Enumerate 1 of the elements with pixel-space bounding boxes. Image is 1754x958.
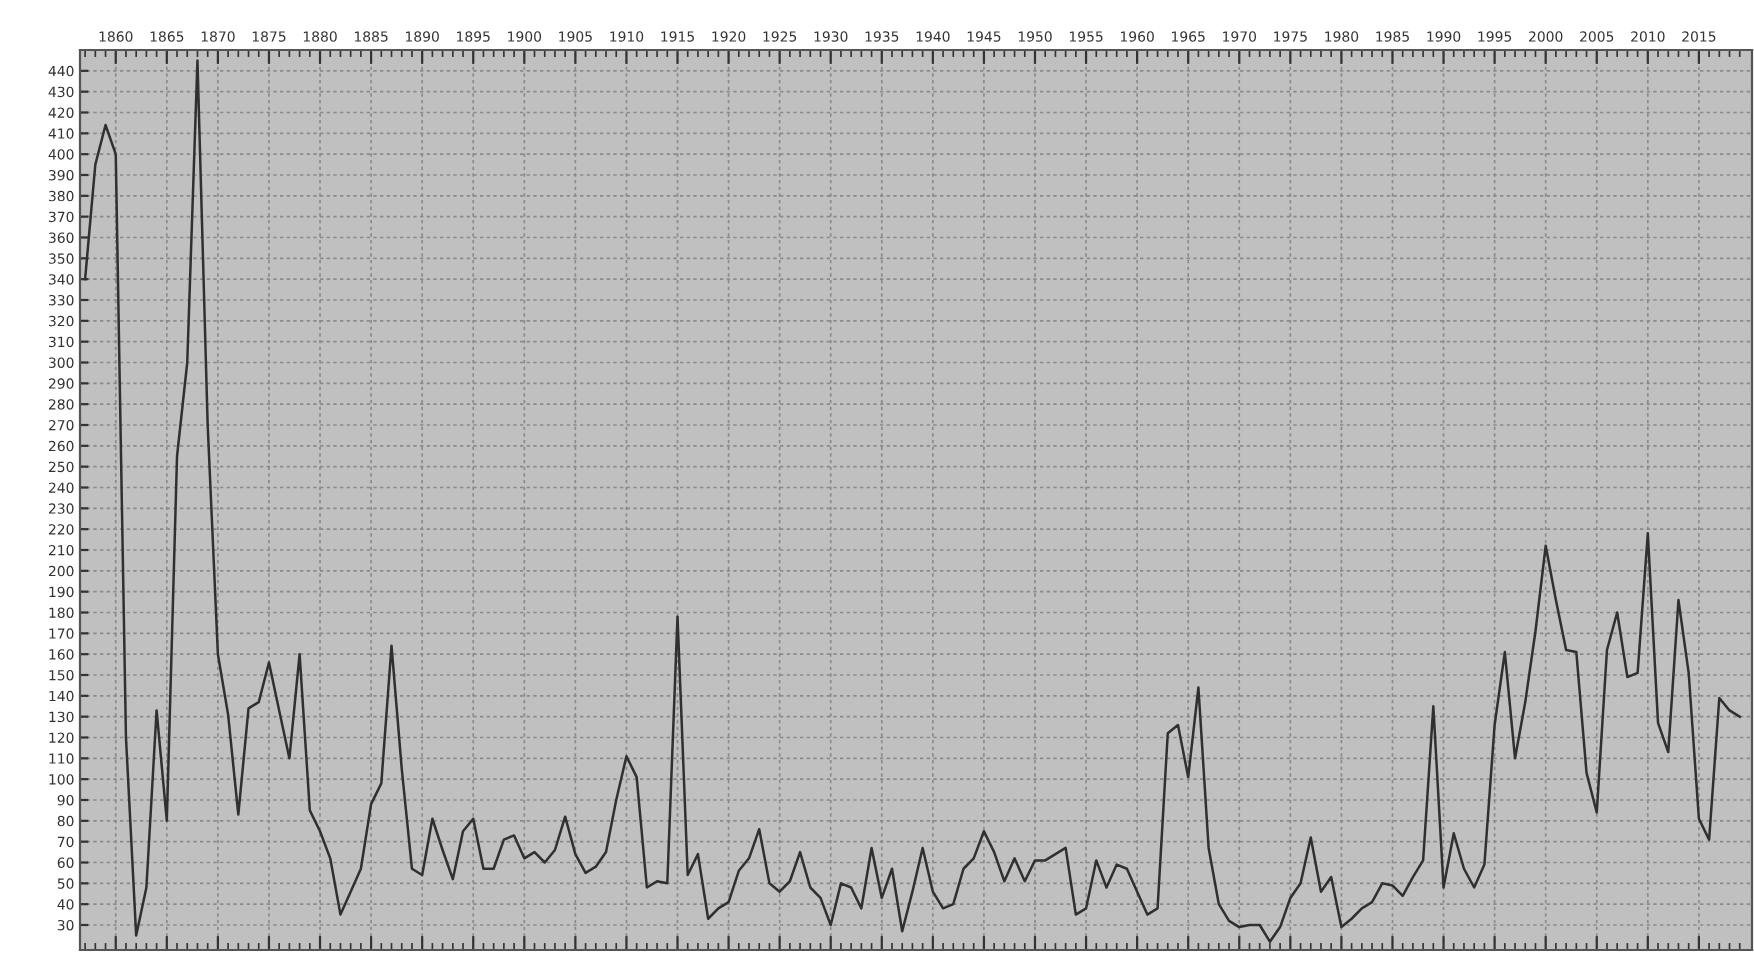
line-series [83, 59, 1741, 943]
